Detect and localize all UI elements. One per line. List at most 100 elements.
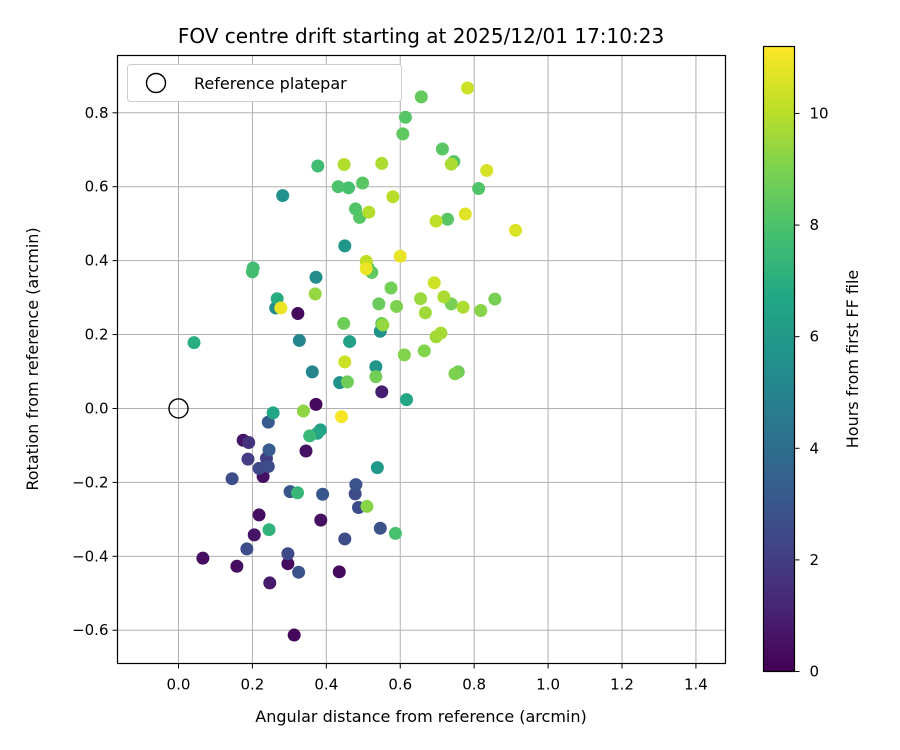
- data-point: [309, 397, 323, 411]
- data-point: [281, 557, 295, 571]
- x-tick-label: 0.2: [240, 676, 264, 694]
- data-point: [375, 156, 389, 170]
- data-point: [334, 410, 348, 424]
- y-axis-ticks: −0.6 −0.4 −0.2 0.0 0.2 0.4 0.6 0.8: [72, 104, 118, 639]
- data-point: [338, 355, 352, 369]
- data-point: [435, 142, 449, 156]
- data-point: [349, 478, 363, 492]
- data-point: [429, 214, 443, 228]
- data-point: [338, 532, 352, 546]
- data-point: [388, 526, 402, 540]
- data-point: [337, 316, 351, 330]
- colorbar: [762, 45, 796, 673]
- data-point: [247, 528, 261, 542]
- data-point: [375, 385, 389, 399]
- data-point: [396, 127, 410, 141]
- y-tick-label: −0.4: [72, 547, 108, 565]
- data-point: [291, 306, 305, 320]
- x-tick-label: 0.8: [462, 676, 486, 694]
- data-point: [417, 344, 431, 358]
- x-axis-ticks: 0.0 0.2 0.4 0.6 0.8 1.0 1.2 1.4: [167, 663, 708, 694]
- data-point: [338, 239, 352, 253]
- y-tick-label: 0.2: [85, 326, 109, 344]
- data-point: [299, 444, 313, 458]
- data-point: [296, 404, 310, 418]
- data-point: [456, 300, 470, 314]
- data-point: [252, 508, 266, 522]
- data-point: [242, 435, 256, 449]
- data-point: [356, 176, 370, 190]
- data-point: [274, 301, 288, 315]
- data-point: [343, 335, 357, 349]
- data-point: [448, 367, 462, 381]
- data-point: [303, 429, 317, 443]
- data-point: [305, 365, 319, 379]
- data-point: [474, 304, 488, 318]
- y-tick-label: 0.0: [85, 399, 109, 417]
- data-point: [434, 326, 448, 340]
- data-point: [340, 375, 354, 389]
- y-tick-label: 0.8: [85, 104, 109, 122]
- data-point: [276, 189, 290, 203]
- colorbar-ticks: 0 2 4 6 8 10: [794, 104, 829, 681]
- colorbar-tick-label: 0: [810, 663, 820, 681]
- data-point: [311, 159, 325, 173]
- data-point: [397, 348, 411, 362]
- data-point: [437, 290, 451, 304]
- y-tick-label: 0.6: [85, 178, 109, 196]
- data-point: [373, 521, 387, 535]
- legend-box: [127, 64, 402, 102]
- data-point: [480, 163, 494, 177]
- data-point: [287, 628, 301, 642]
- y-tick-label: 0.4: [85, 252, 109, 270]
- y-axis-label: Rotation from reference (arcmin): [23, 227, 42, 490]
- data-points: [187, 81, 523, 642]
- data-point: [240, 542, 254, 556]
- colorbar-tick-label: 4: [810, 439, 820, 457]
- data-point: [390, 299, 404, 313]
- data-point: [230, 559, 244, 573]
- data-point: [461, 81, 475, 95]
- x-tick-label: 1.0: [536, 676, 560, 694]
- data-point: [427, 276, 441, 290]
- data-point: [316, 487, 330, 501]
- data-point: [196, 551, 210, 565]
- data-point: [241, 452, 255, 466]
- y-tick-label: −0.2: [72, 473, 108, 491]
- data-point: [314, 513, 328, 527]
- data-point: [263, 576, 277, 590]
- colorbar-label: Hours from first FF file: [843, 270, 862, 449]
- plot-frame: [116, 54, 727, 665]
- data-point: [509, 223, 523, 237]
- data-point: [362, 205, 376, 219]
- reference-marker-group: [168, 398, 189, 419]
- x-tick-label: 0.4: [314, 676, 338, 694]
- data-point: [400, 393, 414, 407]
- y-tick-label: −0.6: [72, 621, 108, 639]
- data-point: [245, 265, 259, 279]
- data-point: [266, 406, 280, 420]
- data-point: [342, 181, 356, 195]
- colorbar-tick-label: 8: [810, 216, 820, 234]
- legend: Reference platepar: [127, 64, 402, 102]
- colorbar-tick-label: 10: [810, 104, 829, 122]
- data-point: [187, 336, 201, 350]
- colorbar-tick-label: 6: [810, 328, 820, 346]
- x-tick-label: 0.6: [388, 676, 412, 694]
- chart-title: FOV centre drift starting at 2025/12/01 …: [178, 24, 664, 48]
- data-point: [418, 306, 432, 320]
- x-tick-label: 1.2: [610, 676, 634, 694]
- data-point: [337, 158, 351, 172]
- data-point: [414, 90, 428, 104]
- data-point: [332, 565, 346, 579]
- data-point: [370, 461, 384, 475]
- data-point: [488, 292, 502, 306]
- reference-marker: [168, 398, 189, 419]
- data-point: [261, 460, 275, 474]
- data-point: [281, 547, 295, 561]
- data-point: [290, 486, 304, 500]
- x-axis-label: Angular distance from reference (arcmin): [255, 707, 586, 726]
- data-point: [398, 110, 412, 124]
- data-point: [359, 262, 373, 276]
